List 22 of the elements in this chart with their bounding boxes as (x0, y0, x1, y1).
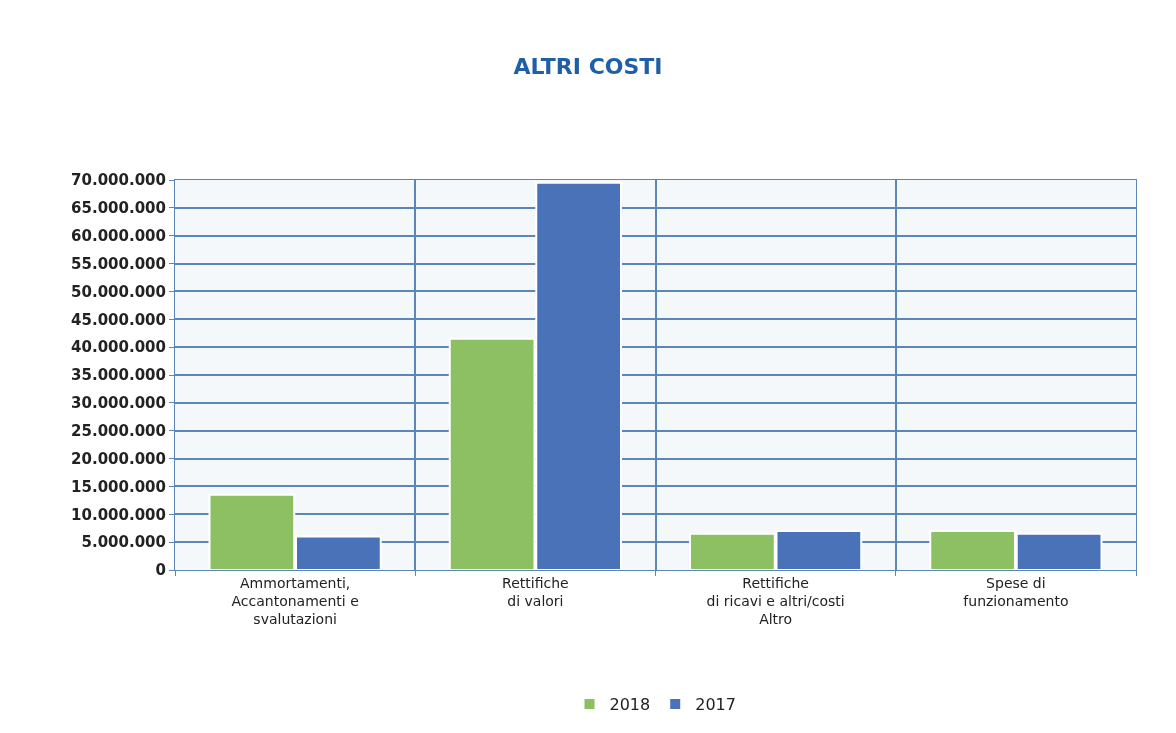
y-tick-label: 55.000.000 (71, 254, 166, 273)
legend-label: 2018 (609, 695, 651, 715)
y-tick-label: 15.000.000 (71, 477, 166, 496)
y-tick-label: 45.000.000 (71, 310, 166, 329)
x-tick-label: Rettifiche di valori (502, 574, 569, 609)
y-tick-label: 20.000.000 (71, 449, 166, 468)
y-tick-label: 30.000.000 (71, 394, 166, 413)
y-tick-label: 65.000.000 (71, 199, 166, 218)
y-tick-label: 35.000.000 (71, 366, 166, 385)
y-tick-label: 5.000.000 (81, 533, 166, 552)
chart-title: ALTRI COSTI (513, 53, 663, 79)
y-tick-label: 50.000.000 (71, 282, 166, 301)
y-tick-label: 70.000.000 (71, 171, 166, 190)
x-tick-label: Spese di funzionamento (963, 574, 1069, 609)
y-tick-label: 0 (155, 561, 166, 580)
x-tick-label: Ammortamenti, Accantonamenti e svalutazioni (231, 574, 359, 628)
y-tick-label: 40.000.000 (71, 338, 166, 357)
legend-label: 2017 (695, 695, 736, 715)
y-tick-label: 10.000.000 (71, 505, 166, 524)
x-tick-label: Rettifiche di ricavi e altri/costi Altro (706, 574, 845, 628)
y-tick-label: 60.000.000 (71, 226, 166, 245)
y-tick-label: 25.000.000 (71, 421, 166, 440)
